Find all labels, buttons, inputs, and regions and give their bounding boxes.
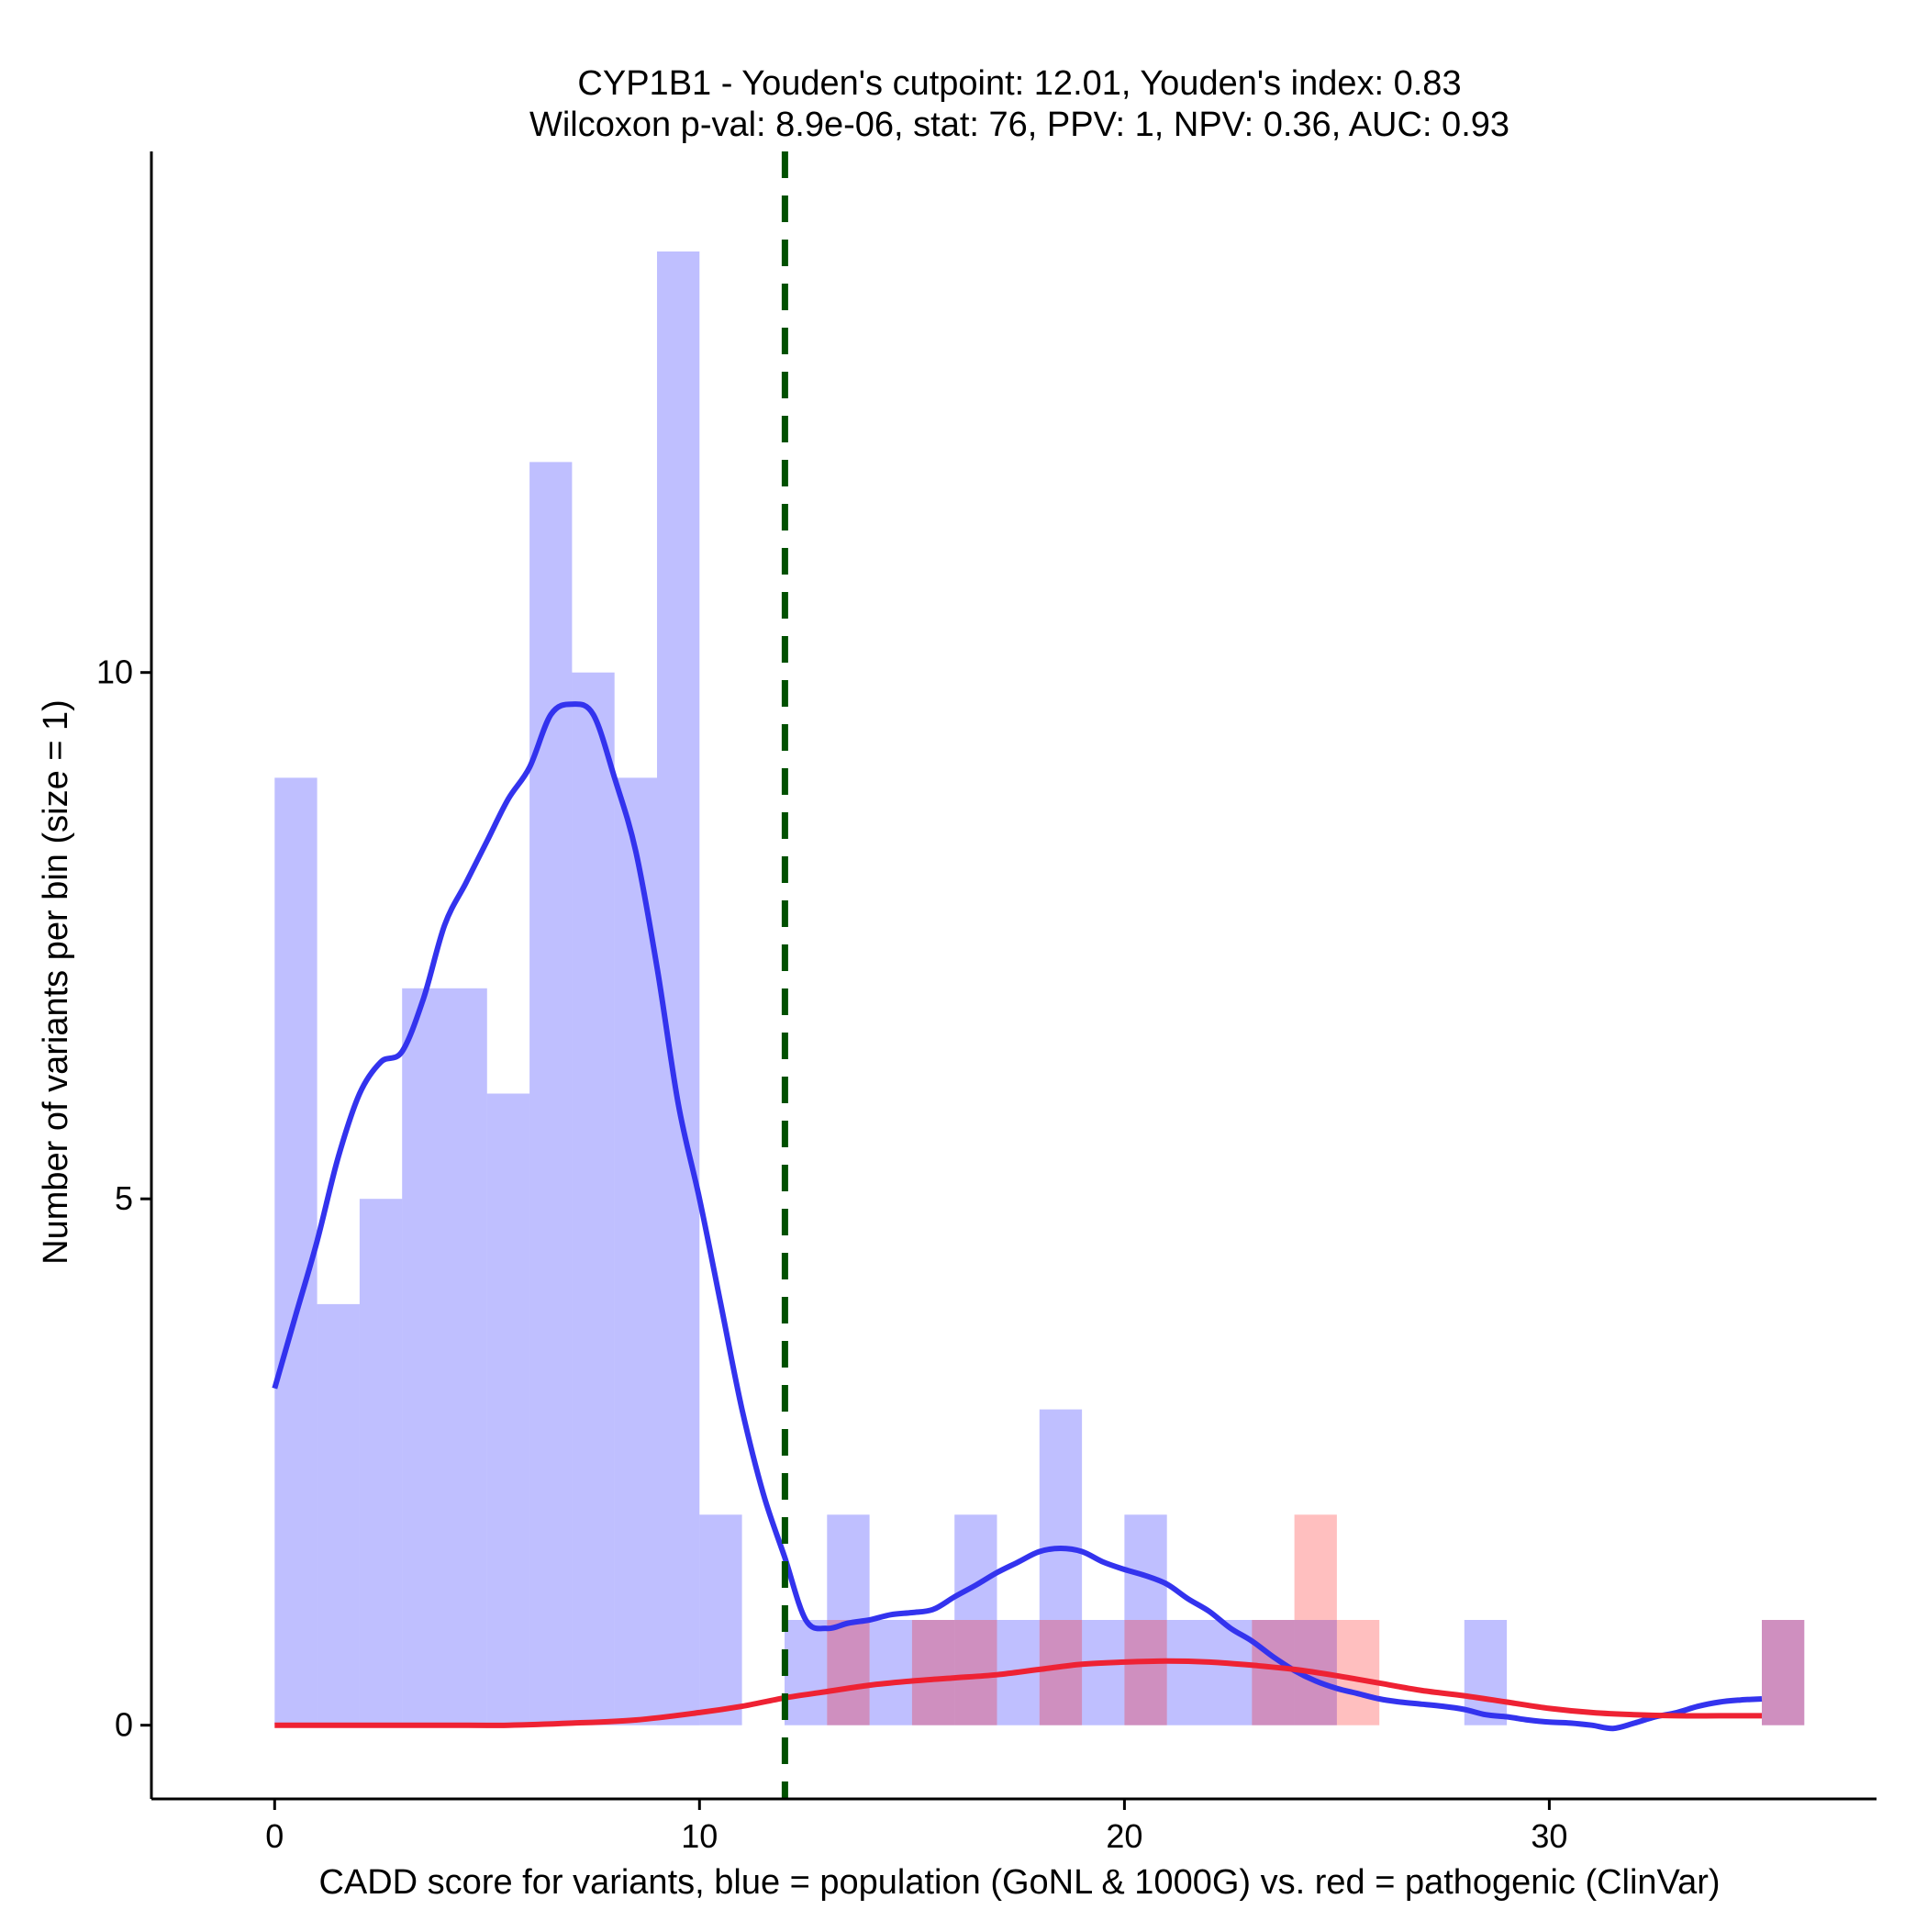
density-curves — [272, 701, 1763, 1732]
population-bar-23 — [1252, 1620, 1295, 1725]
population-bar-21 — [1166, 1620, 1209, 1725]
pathogenic-density-curve — [274, 1658, 1762, 1728]
x-tick-label-0: 0 — [265, 1817, 284, 1855]
pathogenic-bar-35 — [1762, 1620, 1805, 1725]
chart-title-line-2: Wilcoxon p-val: 8.9e-06, stat: 76, PPV: … — [529, 106, 1509, 144]
population-bar-10 — [699, 1514, 742, 1725]
pathogenic-bar-23 — [1252, 1620, 1295, 1725]
axes: 0 10 20 30 0 5 10 — [96, 151, 1877, 1855]
pathogenic-bar-20 — [1124, 1620, 1167, 1725]
population-bar-7 — [572, 672, 615, 1725]
population-bar-14 — [869, 1620, 912, 1725]
population-bar-16 — [954, 1514, 997, 1725]
population-bar-35 — [1762, 1620, 1805, 1725]
x-tick-label-30: 30 — [1531, 1817, 1567, 1855]
population-bar-18 — [1039, 1409, 1083, 1725]
population-bar-12 — [785, 1620, 828, 1725]
population-bar-15 — [911, 1620, 955, 1725]
population-bar-3 — [402, 988, 445, 1725]
y-axis-label: Number of variants per bin (size = 1) — [37, 699, 75, 1265]
population-bar-1 — [317, 1303, 360, 1725]
population-density-curve — [272, 701, 1763, 1732]
population-bars — [274, 251, 1805, 1725]
x-tick-label-10: 10 — [681, 1817, 718, 1855]
pathogenic-bars — [827, 1514, 1805, 1725]
pathogenic-bar-13 — [827, 1620, 870, 1725]
pathogenic-bar-18 — [1039, 1620, 1083, 1725]
population-bar-20 — [1124, 1514, 1167, 1725]
population-bar-5 — [486, 1093, 530, 1725]
x-axis-label: CADD score for variants, blue = populati… — [318, 1863, 1720, 1902]
population-bar-2 — [359, 1199, 403, 1725]
pathogenic-bar-25 — [1336, 1620, 1380, 1725]
y-tick-label-5: 5 — [115, 1179, 133, 1217]
pathogenic-bar-15 — [911, 1620, 955, 1725]
y-tick-label-10: 10 — [96, 653, 133, 691]
population-bar-4 — [444, 988, 487, 1725]
population-bar-19 — [1082, 1620, 1125, 1725]
population-bar-6 — [529, 462, 573, 1725]
y-tick-label-0: 0 — [115, 1706, 133, 1744]
population-bar-0 — [274, 777, 317, 1725]
x-tick-label-20: 20 — [1106, 1817, 1142, 1855]
population-bar-9 — [657, 251, 700, 1725]
pathogenic-bar-16 — [954, 1620, 997, 1725]
population-bar-28 — [1464, 1620, 1508, 1725]
pathogenic-bar-24 — [1294, 1514, 1337, 1725]
chart-title-line-1: CYP1B1 - Youden's cutpoint: 12.01, Youde… — [577, 64, 1461, 103]
